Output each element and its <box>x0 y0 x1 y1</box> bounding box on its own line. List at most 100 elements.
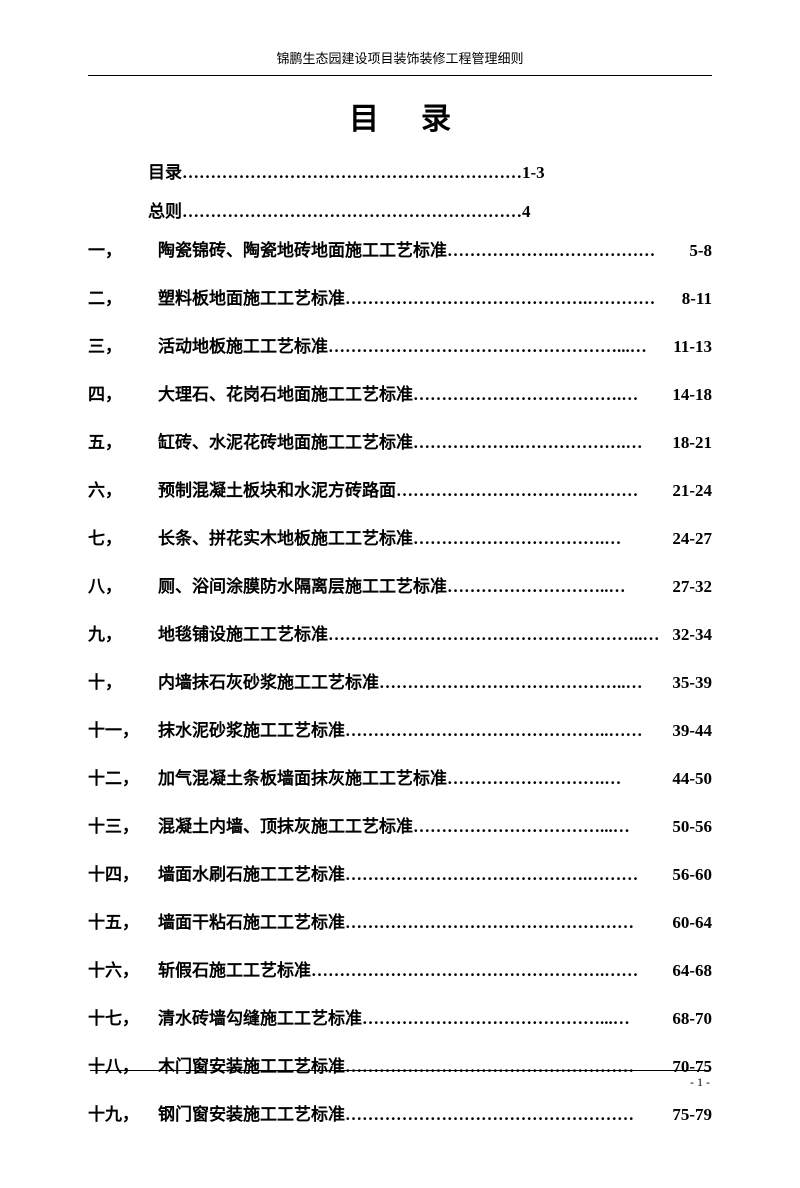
toc-page-ref: 60-64 <box>672 913 712 933</box>
toc-row: 三，活动地板施工工艺标准……………………………………………...…11-13 <box>88 332 712 357</box>
leader-dots: ……………………………………...… <box>362 1009 672 1029</box>
leader-dots: ……………………………….… <box>413 385 672 405</box>
toc-label: 塑料板地面施工工艺标准 <box>158 284 345 309</box>
toc-row: 一，陶瓷锦砖、陶瓷地砖地面施工工艺标准……………….………………5-8 <box>88 236 712 261</box>
toc-page-ref: 56-60 <box>672 865 712 885</box>
toc-page-ref: 5-8 <box>689 241 712 261</box>
toc-label: 地毯铺设施工工艺标准 <box>158 620 328 645</box>
leader-dots: …………………………………………… <box>345 913 672 933</box>
leader-dots: ……………………………...… <box>413 817 672 837</box>
toc-label: 斩假石施工工艺标准 <box>158 956 311 981</box>
toc-page-ref: 39-44 <box>672 721 712 741</box>
toc-label: 缸砖、水泥花砖地面施工工艺标准 <box>158 428 413 453</box>
leader-dots: ……………….……………… <box>447 241 689 261</box>
toc-label: 墙面干粘石施工工艺标准 <box>158 908 345 933</box>
toc-page-ref: 35-39 <box>672 673 712 693</box>
toc-number: 十三， <box>88 812 158 837</box>
toc-row: 四，大理石、花岗石地面施工工艺标准……………………………….…14-18 <box>88 380 712 405</box>
leader-dots: ………………………………………..…… <box>345 721 672 741</box>
leader-dots: ………………………………………………..… <box>328 625 672 645</box>
toc-page-ref: 27-32 <box>672 577 712 597</box>
leader-dots: ……………………………………..… <box>379 673 672 693</box>
toc-number: 十， <box>88 668 158 693</box>
toc-label: 墙面水刷石施工工艺标准 <box>158 860 345 885</box>
leader-dots: …………………………………………………… <box>182 202 522 222</box>
leader-dots: …………………………….… <box>413 529 672 549</box>
toc-row: 五，缸砖、水泥花砖地面施工工艺标准……………….……………….…18-21 <box>88 428 712 453</box>
toc-row: 十五，墙面干粘石施工工艺标准……………………………………………60-64 <box>88 908 712 933</box>
toc-row: 七，长条、拼花实木地板施工工艺标准…………………………….…24-27 <box>88 524 712 549</box>
toc-label: 长条、拼花实木地板施工工艺标准 <box>158 524 413 549</box>
toc-row: 二，塑料板地面施工工艺标准…………………………………….…………8-11 <box>88 284 712 309</box>
toc-number: 十二， <box>88 764 158 789</box>
intro-page-ref: 1-3 <box>522 163 545 183</box>
leader-dots: …………………………………….………… <box>345 289 682 309</box>
page-header: 锦鹏生态园建设项目装饰装修工程管理细则 <box>88 48 712 67</box>
intro-row: 目录……………………………………………………1-3 <box>148 158 712 183</box>
toc-page-ref: 21-24 <box>672 481 712 501</box>
toc-number: 三， <box>88 332 158 357</box>
leader-dots: …………………………………….……… <box>345 865 672 885</box>
toc-number: 十五， <box>88 908 158 933</box>
toc-page-ref: 24-27 <box>672 529 712 549</box>
toc-label: 混凝土内墙、顶抹灰施工工艺标准 <box>158 812 413 837</box>
toc-row: 十六，斩假石施工工艺标准…………………………………………….……64-68 <box>88 956 712 981</box>
toc-row: 六，预制混凝土板块和水泥方砖路面…………………………….………21-24 <box>88 476 712 501</box>
toc-label: 抹水泥砂浆施工工艺标准 <box>158 716 345 741</box>
toc-number: 十六， <box>88 956 158 981</box>
footer-divider <box>90 1070 710 1071</box>
toc-number: 五， <box>88 428 158 453</box>
intro-row: 总则……………………………………………………4 <box>148 197 712 222</box>
toc-number: 六， <box>88 476 158 501</box>
toc-page-ref: 18-21 <box>672 433 712 453</box>
toc-row: 十，内墙抹石灰砂浆施工工艺标准……………………………………..…35-39 <box>88 668 712 693</box>
intro-section: 目录……………………………………………………1-3 总则…………………………………… <box>88 158 712 222</box>
document-title: 目录 <box>130 94 712 138</box>
toc-label: 活动地板施工工艺标准 <box>158 332 328 357</box>
toc-number: 一， <box>88 236 158 261</box>
toc-label: 大理石、花岗石地面施工工艺标准 <box>158 380 413 405</box>
intro-page-ref: 4 <box>522 202 531 222</box>
toc-page-ref: 50-56 <box>672 817 712 837</box>
toc-number: 十七， <box>88 1004 158 1029</box>
leader-dots: …………………………………………… <box>345 1105 672 1125</box>
toc-label: 陶瓷锦砖、陶瓷地砖地面施工工艺标准 <box>158 236 447 261</box>
toc-row: 九，地毯铺设施工工艺标准………………………………………………..…32-34 <box>88 620 712 645</box>
toc-label: 厕、浴间涂膜防水隔离层施工工艺标准 <box>158 572 447 597</box>
toc-page-ref: 14-18 <box>672 385 712 405</box>
toc-row: 十九，钢门窗安装施工工艺标准……………………………………………75-79 <box>88 1100 712 1125</box>
toc-number: 十一， <box>88 716 158 741</box>
toc-row: 十三，混凝土内墙、顶抹灰施工工艺标准……………………………...…50-56 <box>88 812 712 837</box>
intro-label: 总则 <box>148 197 182 222</box>
toc-row: 十四，墙面水刷石施工工艺标准…………………………………….………56-60 <box>88 860 712 885</box>
toc-page-ref: 75-79 <box>672 1105 712 1125</box>
leader-dots: ……………….……………….… <box>413 433 672 453</box>
toc-page-ref: 11-13 <box>673 337 712 357</box>
toc-row: 十七，清水砖墙勾缝施工工艺标准……………………………………...…68-70 <box>88 1004 712 1029</box>
toc-page-ref: 44-50 <box>672 769 712 789</box>
toc-page-ref: 32-34 <box>672 625 712 645</box>
leader-dots: …………………………….……… <box>396 481 672 501</box>
toc-label: 内墙抹石灰砂浆施工工艺标准 <box>158 668 379 693</box>
leader-dots: …………………………………………….…… <box>311 961 672 981</box>
toc-row: 八，厕、浴间涂膜防水隔离层施工工艺标准………………………..…27-32 <box>88 572 712 597</box>
toc-label: 加气混凝土条板墙面抹灰施工工艺标准 <box>158 764 447 789</box>
header-divider <box>88 75 712 76</box>
toc-number: 二， <box>88 284 158 309</box>
page-number: - 1 - <box>90 1075 710 1090</box>
toc-number: 九， <box>88 620 158 645</box>
leader-dots: …………………………………………………… <box>182 163 522 183</box>
toc-row: 十二，加气混凝土条板墙面抹灰施工工艺标准……………………….…44-50 <box>88 764 712 789</box>
toc-label: 钢门窗安装施工工艺标准 <box>158 1100 345 1125</box>
leader-dots: ……………………………………………...… <box>328 337 673 357</box>
toc-label: 预制混凝土板块和水泥方砖路面 <box>158 476 396 501</box>
toc-label: 清水砖墙勾缝施工工艺标准 <box>158 1004 362 1029</box>
document-page: 锦鹏生态园建设项目装饰装修工程管理细则 目录 目录………………………………………… <box>0 0 800 1188</box>
toc-page-ref: 64-68 <box>672 961 712 981</box>
toc-number: 七， <box>88 524 158 549</box>
toc-number: 十九， <box>88 1100 158 1125</box>
toc-page-ref: 68-70 <box>672 1009 712 1029</box>
toc-section: 一，陶瓷锦砖、陶瓷地砖地面施工工艺标准……………….………………5-8 二，塑料板… <box>88 236 712 1125</box>
leader-dots: ……………………….… <box>447 769 672 789</box>
toc-number: 十四， <box>88 860 158 885</box>
